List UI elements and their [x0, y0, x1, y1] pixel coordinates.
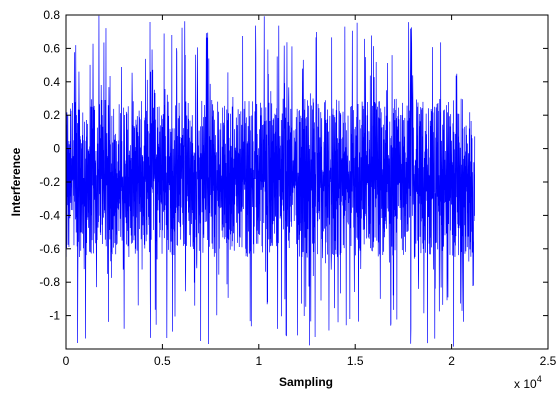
x-exponent-label: x 104 — [514, 374, 542, 391]
y-tick-label: -0.8 — [39, 275, 60, 289]
x-tick-label: 2.5 — [540, 354, 557, 368]
x-tick-label: 1.5 — [347, 354, 364, 368]
y-tick-label: 0.8 — [43, 8, 60, 22]
y-tick-label: 0.6 — [43, 41, 60, 55]
x-tick-label: 0.5 — [154, 354, 171, 368]
y-axis: 0.8 0.6 0.4 0.2 0 -0.2 -0.4 -0.6 -0.8 -1 — [39, 8, 548, 323]
x-axis: 0 0.5 1 1.5 2 2.5 — [63, 15, 557, 368]
x-exponent-base: x 10 — [514, 377, 537, 391]
x-tick-label: 0 — [63, 354, 70, 368]
x-tick-label: 1 — [255, 354, 262, 368]
y-axis-label: Interference — [9, 147, 23, 216]
y-tick-label: -1 — [49, 309, 60, 323]
y-tick-label: -0.2 — [39, 175, 60, 189]
y-tick-label: -0.4 — [39, 208, 60, 222]
x-axis-label: Sampling — [279, 375, 333, 389]
interference-line — [65, 15, 476, 347]
interference-signal — [65, 15, 476, 347]
y-tick-label: 0.4 — [43, 75, 60, 89]
y-tick-label: 0 — [53, 142, 60, 156]
x-tick-label: 2 — [448, 354, 455, 368]
y-tick-label: -0.6 — [39, 242, 60, 256]
y-tick-label: 0.2 — [43, 108, 60, 122]
x-exponent-power: 4 — [537, 374, 542, 384]
